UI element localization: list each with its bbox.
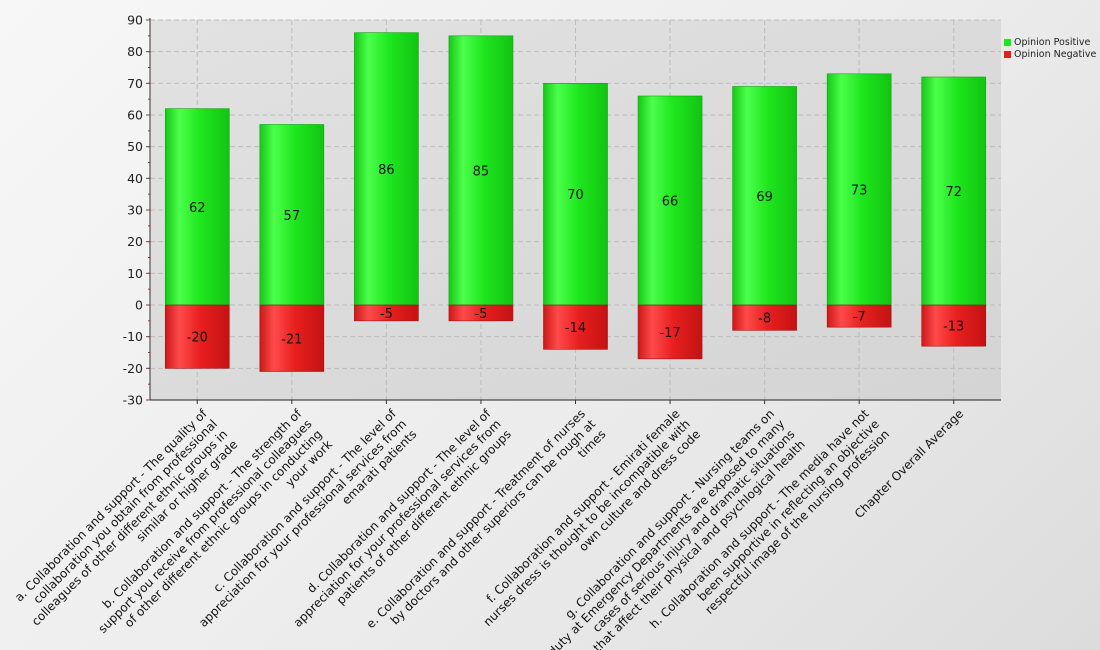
data-label-positive: 72 xyxy=(945,185,962,200)
data-label-negative: -14 xyxy=(565,321,586,336)
y-tick-label: 30 xyxy=(127,203,143,218)
data-label-negative: -21 xyxy=(281,332,302,347)
data-label-negative: -5 xyxy=(474,307,487,322)
legend-swatch-negative xyxy=(1004,50,1011,58)
data-label-positive: 62 xyxy=(189,201,206,216)
bars: 62 -20 57 -21 86 -5 85 -5 70 -14 66 -17 69 -8 73 -7 72 -1… xyxy=(164,32,987,372)
bar-negative xyxy=(354,304,419,322)
bar-negative xyxy=(164,304,230,369)
bar-positive xyxy=(543,83,608,306)
y-tick-label: 90 xyxy=(127,13,143,28)
y-tick-label: 40 xyxy=(127,171,143,186)
axes: -30 -20 -10 0 10 20 30 40 50 60 70 80 90 xyxy=(123,13,1001,408)
legend-item-negative: Opinion Negative xyxy=(1004,48,1096,60)
bar-positive xyxy=(164,108,230,306)
bar-negative xyxy=(448,304,514,322)
y-tick-label: 60 xyxy=(127,108,143,123)
data-label-positive: 57 xyxy=(284,209,301,224)
bar-negative xyxy=(259,304,325,372)
bar-negative xyxy=(826,304,892,328)
y-tick-label: -20 xyxy=(123,361,143,376)
legend-item-positive: Opinion Positive xyxy=(1004,36,1096,48)
y-tick-label: -30 xyxy=(123,393,143,408)
data-label-positive: 85 xyxy=(473,164,490,179)
bar-negative xyxy=(637,304,703,360)
bar-negative xyxy=(921,304,987,347)
y-tick-label: 10 xyxy=(127,266,143,281)
legend-label-positive: Opinion Positive xyxy=(1014,36,1091,48)
y-tick-label: 50 xyxy=(127,139,143,154)
data-label-negative: -8 xyxy=(758,312,771,327)
data-label-positive: 66 xyxy=(662,195,679,210)
data-label-positive: 73 xyxy=(851,183,868,198)
bar-positive xyxy=(921,76,987,306)
bar-positive xyxy=(448,35,514,306)
y-tick-label: 20 xyxy=(127,234,143,249)
x-tick-labels: a. Collaboration and support - The quali… xyxy=(12,406,966,650)
y-tick-label: -10 xyxy=(123,329,143,344)
data-label-negative: -17 xyxy=(659,326,680,341)
y-tick-label: 80 xyxy=(127,44,143,59)
bar-positive xyxy=(826,73,892,306)
bar-positive xyxy=(732,86,797,306)
data-label-negative: -20 xyxy=(187,331,208,346)
legend-swatch-positive xyxy=(1004,38,1011,46)
y-tick-label: 0 xyxy=(135,298,143,313)
bar-negative xyxy=(543,304,608,350)
legend-label-negative: Opinion Negative xyxy=(1014,48,1097,60)
data-label-negative: -7 xyxy=(853,310,866,325)
data-label-positive: 70 xyxy=(567,188,584,203)
y-tick-label: 70 xyxy=(127,76,143,91)
bar-positive xyxy=(259,124,325,306)
data-label-positive: 86 xyxy=(378,163,395,178)
data-label-positive: 69 xyxy=(756,190,773,205)
data-label-negative: -13 xyxy=(943,320,964,335)
legend: Opinion Positive Opinion Negative xyxy=(1004,36,1096,60)
data-label-negative: -5 xyxy=(380,307,393,322)
bar-positive xyxy=(637,95,703,306)
bar-negative xyxy=(732,304,797,331)
bar-positive xyxy=(354,32,419,306)
